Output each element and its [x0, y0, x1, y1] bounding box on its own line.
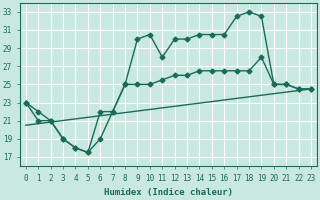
X-axis label: Humidex (Indice chaleur): Humidex (Indice chaleur)	[104, 188, 233, 197]
